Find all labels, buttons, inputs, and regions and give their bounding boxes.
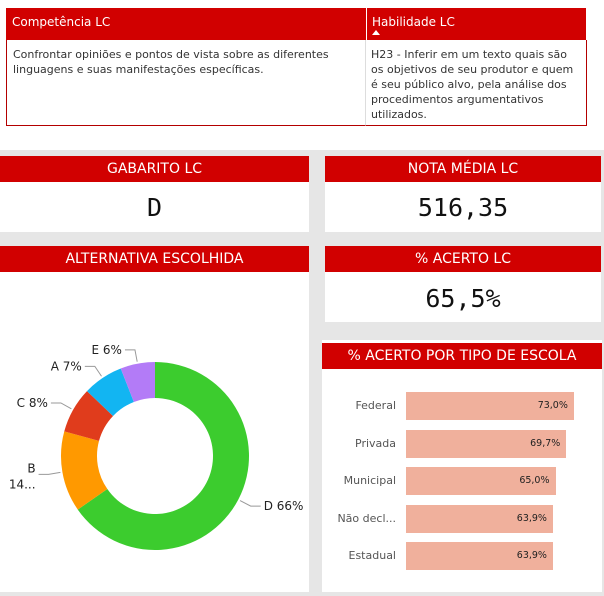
acerto-title: % ACERTO LC — [325, 246, 601, 272]
donut-slice[interactable] — [120, 362, 155, 402]
column-header-habilidade[interactable]: Habilidade LC — [366, 8, 586, 40]
donut-leader-line — [50, 402, 72, 410]
acerto-card: % ACERTO LC 65,5% — [325, 246, 601, 322]
donut-leader-line — [124, 349, 138, 362]
bar-value-label: 69,7% — [530, 437, 561, 449]
acerto-por-escola-title: % ACERTO POR TIPO DE ESCOLA — [322, 343, 602, 369]
donut-slice-label: E 6% — [92, 343, 122, 357]
donut-slice[interactable] — [86, 368, 134, 416]
donut-slice[interactable] — [61, 431, 108, 510]
bar-estadual[interactable] — [406, 542, 553, 570]
bar-value-label: 73,0% — [537, 400, 568, 411]
bar-n-o-decl-[interactable] — [406, 504, 553, 533]
column-header-habilidade-label: Habilidade LC — [372, 15, 455, 29]
bar-category-label: Não decl... — [337, 511, 396, 525]
gabarito-value: D — [146, 193, 163, 222]
competencia-text: Confrontar opiniões e pontos de vista so… — [13, 48, 329, 76]
donut-slice[interactable] — [77, 362, 249, 550]
donut-leader-line — [84, 365, 102, 377]
donut-slice[interactable] — [64, 391, 114, 441]
donut-slice-label: C 8% — [17, 396, 48, 410]
bar-chart: Federal 73,0% Privada 69,7% Municipal 65,0% Nã… — [322, 370, 602, 592]
table-cell-competencia: Confrontar opiniões e pontos de vista so… — [6, 40, 366, 126]
gabarito-card: GABARITO LC D — [0, 156, 309, 232]
bar-value-label: 63,9% — [516, 512, 547, 524]
nota-media-card: NOTA MÉDIA LC 516,35 — [325, 156, 601, 232]
bar-category-label: Privada — [355, 436, 396, 450]
bar-category-label: Federal — [355, 399, 396, 412]
bar-value-label: 63,9% — [516, 550, 547, 561]
nota-media-value: 516,35 — [417, 193, 509, 222]
nota-media-title: NOTA MÉDIA LC — [325, 156, 601, 182]
donut-slice-label: B 14... — [9, 461, 36, 491]
bar-category-label: Municipal — [343, 474, 396, 487]
table-cell-habilidade: H23 - Inferir em um texto quais são os o… — [366, 40, 587, 126]
gabarito-title: GABARITO LC — [0, 156, 309, 182]
bar-category-label: Estadual — [348, 549, 397, 562]
bar-federal[interactable] — [406, 392, 574, 420]
bar-privada[interactable] — [406, 429, 567, 458]
sort-ascending-icon[interactable] — [372, 30, 380, 35]
acerto-value: 65,5% — [425, 284, 501, 313]
habilidade-text: H23 - Inferir em um texto quais são os o… — [371, 48, 574, 121]
alternativa-title: ALTERNATIVA ESCOLHIDA — [0, 246, 309, 272]
donut-slice-label: A 7% — [51, 359, 82, 373]
column-header-competencia-label: Competência LC — [12, 15, 111, 29]
donut-chart[interactable]: D 66% B 14... C 8% A 7% E 6% — [0, 272, 309, 592]
column-header-competencia[interactable]: Competência LC — [6, 8, 371, 40]
donut-slice-label: D 66% — [264, 499, 304, 513]
acerto-por-escola-card: % ACERTO POR TIPO DE ESCOLA Federal 73,0%… — [322, 340, 602, 592]
alternativa-card: ALTERNATIVA ESCOLHIDA D 66% B 14... C 8% A 7… — [0, 246, 309, 592]
donut-leader-line — [239, 500, 261, 507]
bar-municipal[interactable] — [406, 467, 556, 495]
competency-table: Competência LC Habilidade LC Confrontar … — [0, 0, 604, 150]
donut-leader-line — [38, 471, 61, 475]
bar-value-label: 65,0% — [519, 475, 550, 486]
